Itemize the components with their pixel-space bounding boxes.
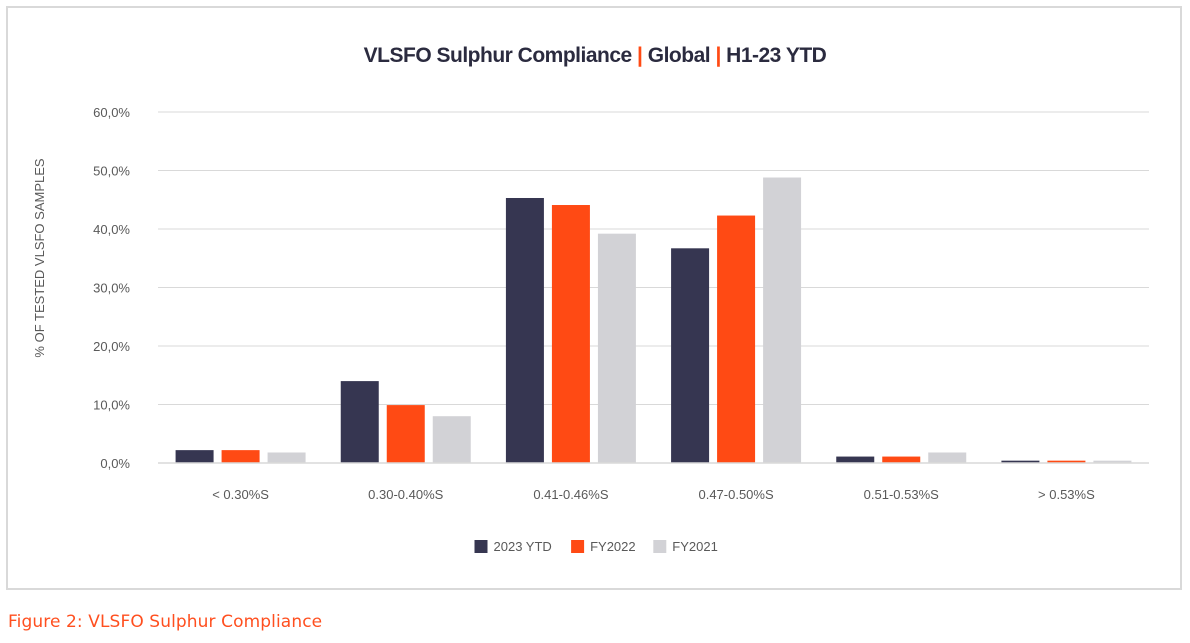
- x-tick-label: 0.47-0.50%S: [698, 487, 773, 502]
- title-part-chart: VLSFO Sulphur Compliance: [364, 44, 637, 67]
- x-tick-label: < 0.30%S: [212, 487, 269, 502]
- bar: [267, 452, 306, 463]
- legend-label: 2023 YTD: [494, 539, 552, 554]
- bar: [717, 215, 756, 463]
- y-tick-label: 10,0%: [93, 398, 130, 413]
- legend-label: FY2022: [590, 539, 636, 554]
- bar: [221, 450, 260, 463]
- bar: [882, 456, 921, 463]
- bar: [671, 248, 710, 463]
- title-part-period: H1-23 YTD: [721, 44, 827, 67]
- y-axis-ticks: 0,0% 10,0% 20,0% 30,0% 40,0% 50,0% 60,0%: [93, 105, 130, 471]
- legend-swatch: [571, 540, 585, 553]
- bars: [175, 177, 1132, 463]
- x-tick-label: 0.51-0.53%S: [864, 487, 939, 502]
- bar: [432, 416, 471, 463]
- x-tick-label: 0.41-0.46%S: [533, 487, 608, 502]
- figure-caption: Figure 2: VLSFO Sulphur Compliance: [8, 612, 323, 632]
- bar: [763, 177, 802, 463]
- x-tick-label: > 0.53%S: [1038, 487, 1095, 502]
- legend-swatch: [653, 540, 667, 553]
- y-tick-label: 20,0%: [93, 339, 130, 354]
- x-tick-label: 0.30-0.40%S: [368, 487, 443, 502]
- bar: [386, 405, 425, 463]
- chart-title: VLSFO Sulphur Compliance | Global | H1-2…: [364, 44, 827, 67]
- bar: [928, 452, 967, 463]
- y-tick-label: 60,0%: [93, 105, 130, 120]
- y-tick-label: 30,0%: [93, 281, 130, 296]
- y-axis-title: % OF TESTED VLSFO SAMPLES: [32, 158, 47, 357]
- y-tick-label: 40,0%: [93, 222, 130, 237]
- bar: [175, 450, 214, 463]
- bar: [1047, 460, 1086, 463]
- bar: [1093, 460, 1132, 463]
- gridlines: [158, 111, 1149, 405]
- x-axis-ticks: < 0.30%S 0.30-0.40%S 0.41-0.46%S 0.47-0.50%…: [212, 487, 1095, 502]
- bar: [551, 205, 590, 463]
- bar: [505, 197, 544, 463]
- legend-swatch: [474, 540, 488, 553]
- title-separator: |: [637, 44, 642, 67]
- legend-label: FY2021: [672, 539, 718, 554]
- y-tick-label: 0,0%: [100, 456, 130, 471]
- bar: [1001, 460, 1040, 463]
- title-separator: |: [715, 44, 720, 67]
- chart-frame: VLSFO Sulphur Compliance | Global | H1-2…: [6, 6, 1182, 590]
- bar-chart: VLSFO Sulphur Compliance | Global | H1-2…: [32, 44, 1149, 554]
- bar: [597, 233, 636, 463]
- legend: 2023 YTD FY2022 FY2021: [474, 539, 718, 554]
- y-tick-label: 50,0%: [93, 164, 130, 179]
- bar: [340, 381, 379, 463]
- title-part-region: Global: [642, 44, 715, 67]
- bar: [836, 456, 875, 463]
